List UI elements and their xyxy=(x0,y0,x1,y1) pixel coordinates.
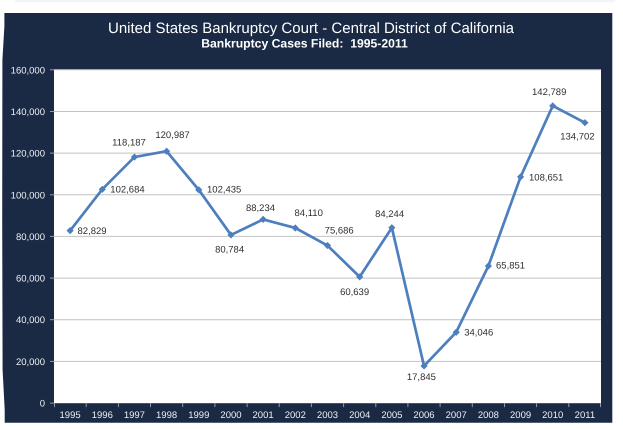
svg-text:120,987: 120,987 xyxy=(155,130,189,141)
svg-text:2007: 2007 xyxy=(446,410,467,421)
svg-text:60,000: 60,000 xyxy=(16,274,45,285)
svg-text:2001: 2001 xyxy=(253,410,274,421)
svg-text:1998: 1998 xyxy=(156,410,177,421)
svg-text:82,829: 82,829 xyxy=(78,226,107,237)
svg-text:2009: 2009 xyxy=(510,410,531,421)
svg-text:60,639: 60,639 xyxy=(340,287,369,298)
svg-text:2004: 2004 xyxy=(349,410,370,421)
svg-text:108,651: 108,651 xyxy=(529,173,563,184)
svg-text:160,000: 160,000 xyxy=(11,65,45,76)
svg-text:140,000: 140,000 xyxy=(11,107,45,118)
svg-text:84,244: 84,244 xyxy=(375,209,404,220)
svg-text:34,046: 34,046 xyxy=(464,328,493,339)
svg-text:75,686: 75,686 xyxy=(325,225,354,236)
svg-text:20,000: 20,000 xyxy=(16,357,45,368)
svg-text:80,000: 80,000 xyxy=(16,232,45,243)
svg-text:1999: 1999 xyxy=(188,410,209,421)
svg-text:142,789: 142,789 xyxy=(532,87,566,98)
svg-text:2002: 2002 xyxy=(285,410,306,421)
svg-text:1995: 1995 xyxy=(60,410,81,421)
svg-text:0: 0 xyxy=(40,399,45,410)
svg-text:2008: 2008 xyxy=(478,410,499,421)
svg-text:1996: 1996 xyxy=(92,410,113,421)
svg-text:100,000: 100,000 xyxy=(11,190,45,201)
svg-text:80,784: 80,784 xyxy=(215,244,244,255)
svg-text:65,851: 65,851 xyxy=(496,260,525,271)
svg-text:2011: 2011 xyxy=(575,410,595,421)
svg-text:84,110: 84,110 xyxy=(295,208,323,219)
svg-text:134,702: 134,702 xyxy=(560,132,594,143)
svg-text:2006: 2006 xyxy=(413,410,434,421)
svg-text:2005: 2005 xyxy=(381,410,402,421)
svg-text:Bankruptcy Cases Filed: 1995-: Bankruptcy Cases Filed: 1995-2011 xyxy=(201,37,408,51)
svg-text:1997: 1997 xyxy=(124,410,145,421)
svg-text:2000: 2000 xyxy=(220,410,241,421)
svg-text:40,000: 40,000 xyxy=(16,315,45,326)
svg-text:2010: 2010 xyxy=(542,410,563,421)
svg-text:United States Bankruptcy Court: United States Bankruptcy Court - Central… xyxy=(108,20,515,37)
svg-text:102,684: 102,684 xyxy=(110,185,144,196)
svg-text:118,187: 118,187 xyxy=(112,137,146,148)
svg-text:88,234: 88,234 xyxy=(246,203,275,214)
svg-text:2003: 2003 xyxy=(317,410,338,421)
svg-text:120,000: 120,000 xyxy=(11,149,45,160)
svg-text:102,435: 102,435 xyxy=(207,185,241,196)
svg-text:17,845: 17,845 xyxy=(407,372,436,383)
